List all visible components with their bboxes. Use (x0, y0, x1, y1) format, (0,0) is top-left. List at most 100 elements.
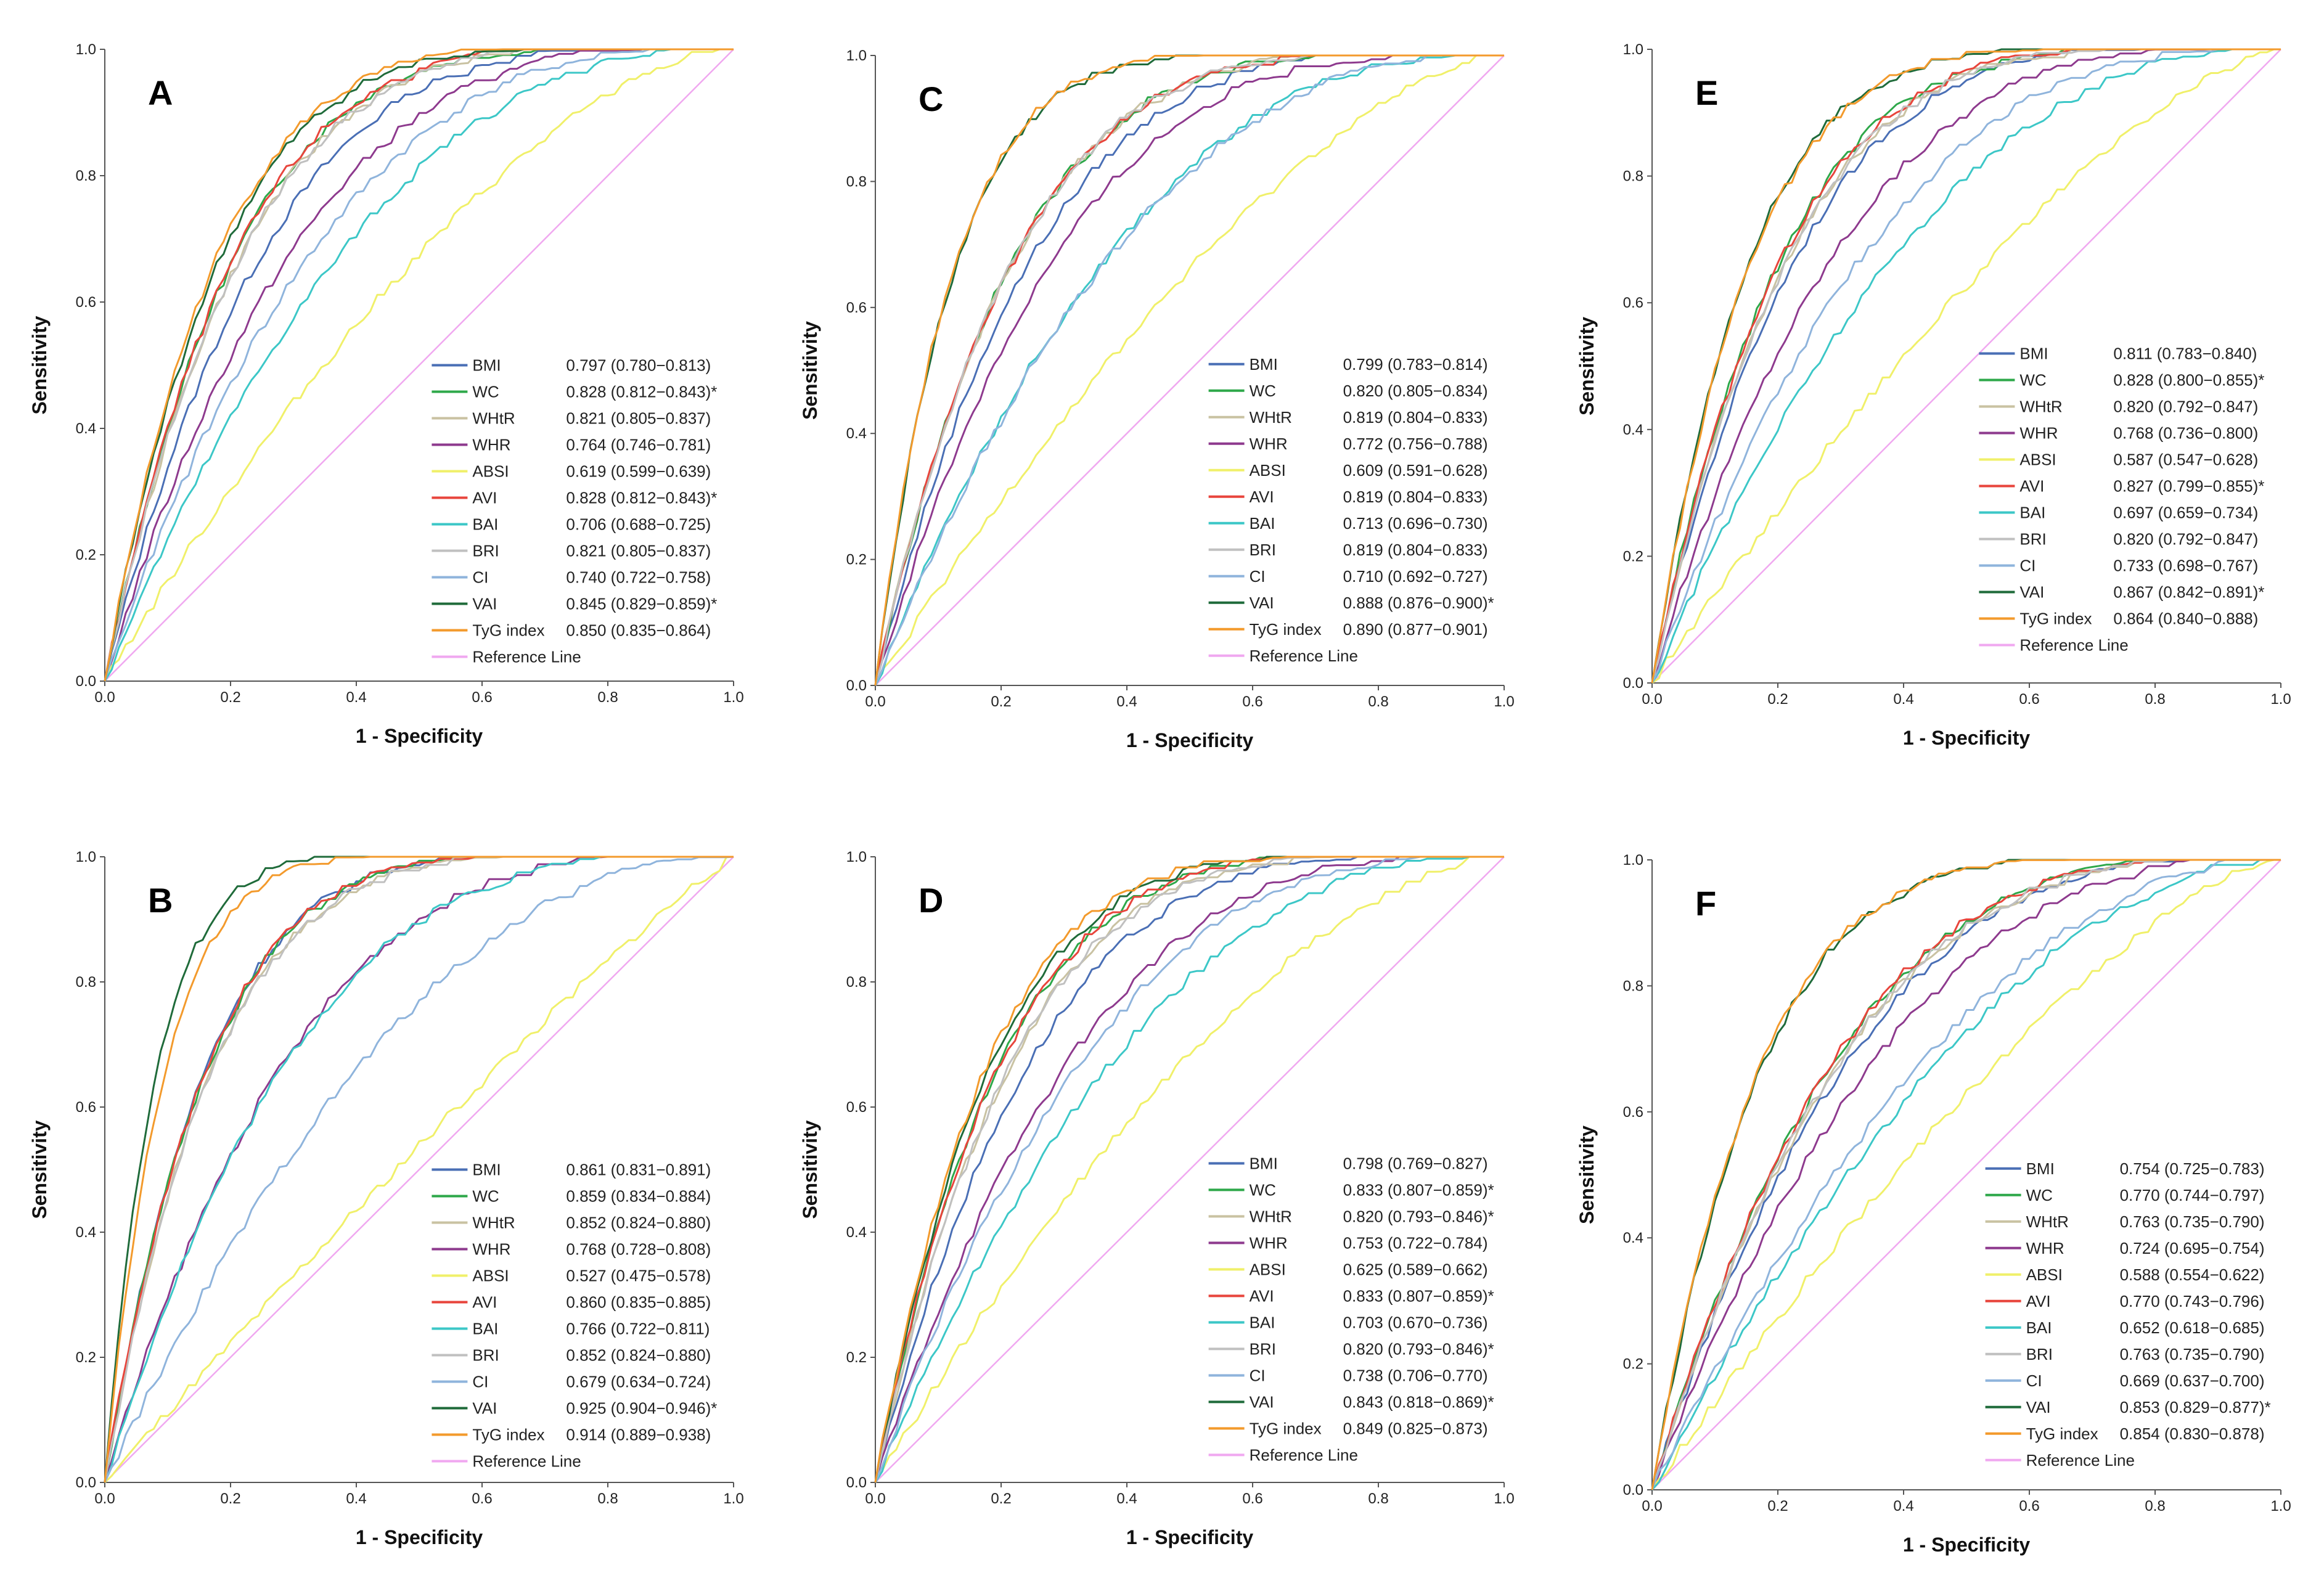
x-tick-label: 0.6 (472, 689, 492, 706)
x-tick-label: 0.2 (220, 1490, 240, 1507)
x-tick-label: 0.2 (1767, 691, 1788, 708)
y-tick-label: 0.6 (1623, 295, 1643, 311)
legend-auc: 0.772 (0.756−0.788) (1343, 435, 1488, 453)
x-axis-label: 1 - Specificity (356, 1526, 483, 1548)
legend-auc: 0.763 (0.735−0.790) (2120, 1345, 2265, 1363)
legend-name: WHR (472, 436, 510, 454)
roc-curve-absi (874, 856, 1504, 1483)
y-tick-label: 0.4 (846, 1224, 867, 1241)
legend: BMI 0.861 (0.831−0.891) WC 0.859 (0.834−0.8… (432, 1161, 717, 1471)
legend-name: AVI (472, 1293, 497, 1312)
legend-name: BRI (1250, 541, 1276, 559)
legend-name: CI (2026, 1371, 2042, 1390)
legend-auc: 0.588 (0.554−0.622) (2120, 1265, 2265, 1284)
roc-curve-absi (104, 856, 734, 1484)
roc-curve-tyg-index (104, 856, 734, 1483)
legend: BMI 0.754 (0.725−0.783) WC 0.770 (0.744−0.7… (1985, 1159, 2271, 1469)
legend-name: VAI (472, 595, 497, 613)
legend-name: TyG index (1250, 620, 1322, 639)
legend-auc: 0.820 (0.793−0.846)* (1343, 1339, 1494, 1358)
legend-auc: 0.819 (0.804−0.833) (1343, 488, 1488, 506)
legend: BMI 0.797 (0.780−0.813) WC 0.828 (0.812−0.8… (432, 356, 717, 666)
legend-auc: 0.713 (0.696−0.730) (1343, 514, 1488, 533)
legend-name: WHtR (2026, 1212, 2069, 1231)
y-tick-label: 0.6 (1623, 1104, 1643, 1121)
legend-name: WHtR (472, 1214, 515, 1232)
legend-auc: 0.706 (0.688−0.725) (566, 515, 711, 534)
legend-auc: 0.679 (0.634−0.724) (566, 1373, 711, 1391)
panel-label: D (919, 881, 943, 920)
legend-auc: 0.763 (0.735−0.790) (2120, 1212, 2265, 1231)
roc-curve-tyg-index (104, 48, 734, 682)
legend-name: ABSI (2019, 450, 2056, 468)
legend-auc: 0.820 (0.793−0.846)* (1343, 1207, 1494, 1225)
legend-auc: 0.828 (0.812−0.843)* (566, 489, 717, 507)
x-tick-label: 1.0 (2270, 691, 2291, 708)
roc-curve-ci (1651, 859, 2281, 1490)
x-tick-label: 0.4 (1116, 1490, 1137, 1507)
legend-name: Reference Line (472, 648, 581, 666)
y-tick-label: 0.2 (846, 552, 867, 568)
legend-name: BRI (1250, 1339, 1276, 1358)
x-tick-label: 0.0 (1642, 1498, 1662, 1514)
legend-auc: 0.766 (0.722−0.811) (566, 1320, 710, 1338)
legend-name: BMI (472, 356, 501, 375)
x-tick-label: 0.6 (1242, 1490, 1262, 1507)
legend-auc: 0.864 (0.840−0.888) (2113, 609, 2258, 627)
reference-line (104, 856, 734, 1483)
legend: BMI 0.799 (0.783−0.814) WC 0.820 (0.805−0.8… (1208, 355, 1494, 665)
legend-auc: 0.828 (0.800−0.855)* (2113, 370, 2264, 389)
y-tick-label: 0.8 (1623, 168, 1643, 185)
roc-curve-bai (874, 856, 1504, 1483)
legend-auc: 0.833 (0.807−0.859)* (1343, 1180, 1494, 1199)
roc-curve-ci (104, 48, 734, 682)
legend-name: WHtR (472, 409, 515, 428)
reference-line (104, 49, 734, 682)
roc-curve-tyg-index (874, 54, 1504, 686)
reference-line (875, 55, 1505, 686)
legend-name: TyG index (2026, 1424, 2098, 1443)
legend-auc: 0.768 (0.736−0.800) (2113, 423, 2258, 442)
legend-name: BAI (472, 515, 498, 534)
reference-line (875, 856, 1505, 1483)
legend-name: BRI (472, 1346, 499, 1365)
legend-name: BMI (1250, 355, 1278, 374)
legend-auc: 0.820 (0.792−0.847) (2113, 529, 2258, 548)
y-tick-label: 0.6 (846, 1099, 867, 1116)
x-tick-label: 0.8 (2145, 691, 2165, 708)
panel-C: 0.0 0.2 0.4 0.6 0.8 1.0 0.0 0.2 0.4 0.6 0.8 1.0 1 - … (799, 47, 1515, 751)
legend-name: CI (472, 1373, 488, 1391)
legend-name: WC (1250, 1180, 1276, 1199)
legend-name: VAI (1250, 1392, 1274, 1411)
panel-label: F (1695, 884, 1716, 923)
legend-name: Reference Line (472, 1452, 581, 1471)
legend-auc: 0.827 (0.799−0.855)* (2113, 476, 2264, 495)
y-tick-label: 0.0 (846, 1474, 867, 1491)
legend-auc: 0.821 (0.805−0.837) (566, 542, 711, 560)
legend-auc: 0.652 (0.618−0.685) (2120, 1318, 2265, 1337)
panel-label: A (148, 73, 173, 112)
y-axis-label: Sensitivity (28, 316, 51, 414)
legend-auc: 0.852 (0.824−0.880) (566, 1346, 711, 1365)
x-tick-label: 0.0 (1642, 691, 1662, 708)
legend-name: BAI (2019, 503, 2045, 521)
roc-curve-absi (874, 54, 1504, 686)
legend-auc: 0.890 (0.877−0.901) (1343, 620, 1488, 639)
panel-label: C (919, 80, 943, 118)
legend-auc: 0.861 (0.831−0.891) (566, 1161, 711, 1179)
x-tick-label: 0.0 (865, 693, 885, 710)
legend-name: ABSI (2026, 1265, 2063, 1284)
x-tick-label: 0.4 (346, 1490, 366, 1507)
roc-curve-absi (1651, 48, 2281, 684)
legend-auc: 0.828 (0.812−0.843)* (566, 383, 717, 401)
legend-name: WC (2019, 370, 2046, 389)
x-tick-label: 0.8 (597, 1490, 618, 1507)
legend-auc: 0.925 (0.904−0.946)* (566, 1399, 717, 1418)
roc-curve-ci (874, 856, 1504, 1483)
y-tick-label: 1.0 (1623, 852, 1643, 869)
y-tick-label: 0.4 (1623, 1230, 1643, 1246)
legend-auc: 0.587 (0.547−0.628) (2113, 450, 2258, 468)
legend-auc: 0.740 (0.722−0.758) (566, 568, 711, 587)
legend-auc: 0.770 (0.743−0.796) (2120, 1292, 2265, 1310)
